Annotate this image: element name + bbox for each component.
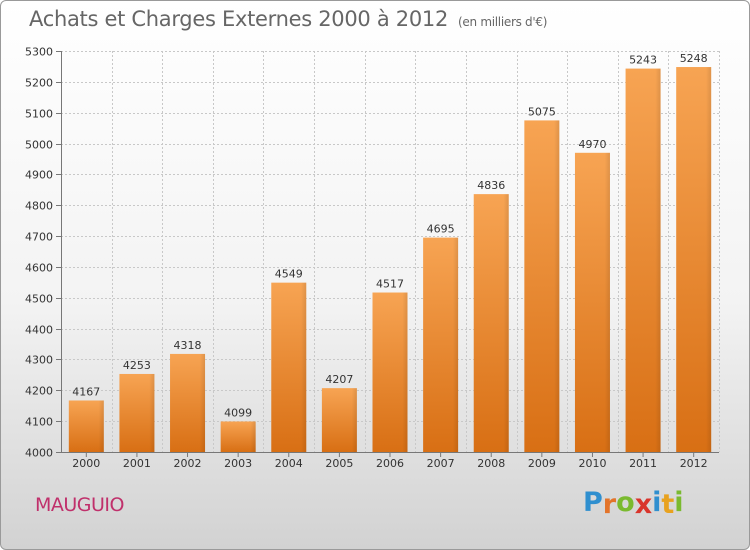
y-tick-label: 4200 <box>25 385 53 398</box>
x-tick-label: 2003 <box>224 457 252 470</box>
x-tick-label: 2004 <box>275 457 303 470</box>
logo-letter: o <box>616 487 635 518</box>
x-tick-label: 2000 <box>72 457 100 470</box>
data-label: 4695 <box>427 223 455 236</box>
x-tick-label: 2005 <box>325 457 353 470</box>
bars <box>68 67 712 453</box>
x-tick-label: 2011 <box>629 457 657 470</box>
y-tick-label: 5100 <box>25 108 53 121</box>
bar-shade <box>119 373 155 452</box>
y-tick-label: 4100 <box>25 416 53 429</box>
bar-shade <box>473 194 509 452</box>
y-tick-label: 4600 <box>25 262 53 275</box>
logo-letter: x <box>634 489 653 520</box>
chart-title: Achats et Charges Externes 2000 à 2012 (e… <box>29 7 547 31</box>
data-label: 4318 <box>174 339 202 352</box>
y-tick-label: 5000 <box>25 139 53 152</box>
bar-shade <box>372 292 408 452</box>
y-tick-label: 4000 <box>25 447 53 460</box>
y-tick-label: 4900 <box>25 169 53 182</box>
data-label: 4167 <box>72 385 100 398</box>
unit-note: (en milliers d'€) <box>458 15 548 29</box>
bar-shade <box>68 400 104 452</box>
data-label: 4207 <box>325 373 353 386</box>
bar-shade <box>574 152 610 453</box>
x-tick-label: 2006 <box>376 457 404 470</box>
bar-shade <box>676 67 712 452</box>
city-name: MAUGUIO <box>35 494 125 516</box>
x-tick-label: 2001 <box>123 457 151 470</box>
bar-shade <box>625 68 661 452</box>
bar-shade <box>321 388 357 452</box>
x-tick-label: 2007 <box>427 457 455 470</box>
bar-shade <box>170 353 206 452</box>
data-label: 5248 <box>680 52 708 65</box>
data-label: 5075 <box>528 105 556 118</box>
data-label: 5243 <box>629 54 657 67</box>
x-tick-label: 2010 <box>578 457 606 470</box>
y-tick-label: 5300 <box>25 46 53 59</box>
logo-letter: i <box>674 487 684 518</box>
bar-shade <box>220 421 256 452</box>
proxiti-logo[interactable]: Proxiti <box>583 487 684 520</box>
logo-letter: t <box>661 489 675 520</box>
y-tick-label: 5200 <box>25 77 53 90</box>
y-tick-label: 4700 <box>25 231 53 244</box>
y-tick-label: 4400 <box>25 324 53 337</box>
x-tick-label: 2002 <box>174 457 202 470</box>
x-tick-label: 2009 <box>528 457 556 470</box>
bar-shade <box>524 120 560 453</box>
data-label: 4253 <box>123 359 151 372</box>
logo-letter: r <box>602 489 617 520</box>
data-label: 4099 <box>224 406 252 419</box>
y-tick-label: 4800 <box>25 200 53 213</box>
y-tick-label: 4500 <box>25 293 53 306</box>
logo-letter: i <box>652 487 662 518</box>
axes: 4000 4100 4200 4300 4400 4500 4600 4700 4800 4900… <box>25 46 719 470</box>
data-labels: 4167 4253 4318 4099 4549 4207 4517 4695 4836 5075… <box>72 52 707 419</box>
bar-shade <box>423 237 459 452</box>
data-label: 4549 <box>275 268 303 281</box>
data-label: 4970 <box>578 138 606 151</box>
logo-letter: P <box>583 487 603 518</box>
chart-title-text: Achats et Charges Externes 2000 à 2012 <box>29 7 449 31</box>
y-tick-label: 4300 <box>25 354 53 367</box>
data-label: 4517 <box>376 278 404 291</box>
bar-shade <box>271 282 307 452</box>
x-tick-label: 2012 <box>680 457 708 470</box>
data-label: 4836 <box>477 179 505 192</box>
x-tick-label: 2008 <box>477 457 505 470</box>
